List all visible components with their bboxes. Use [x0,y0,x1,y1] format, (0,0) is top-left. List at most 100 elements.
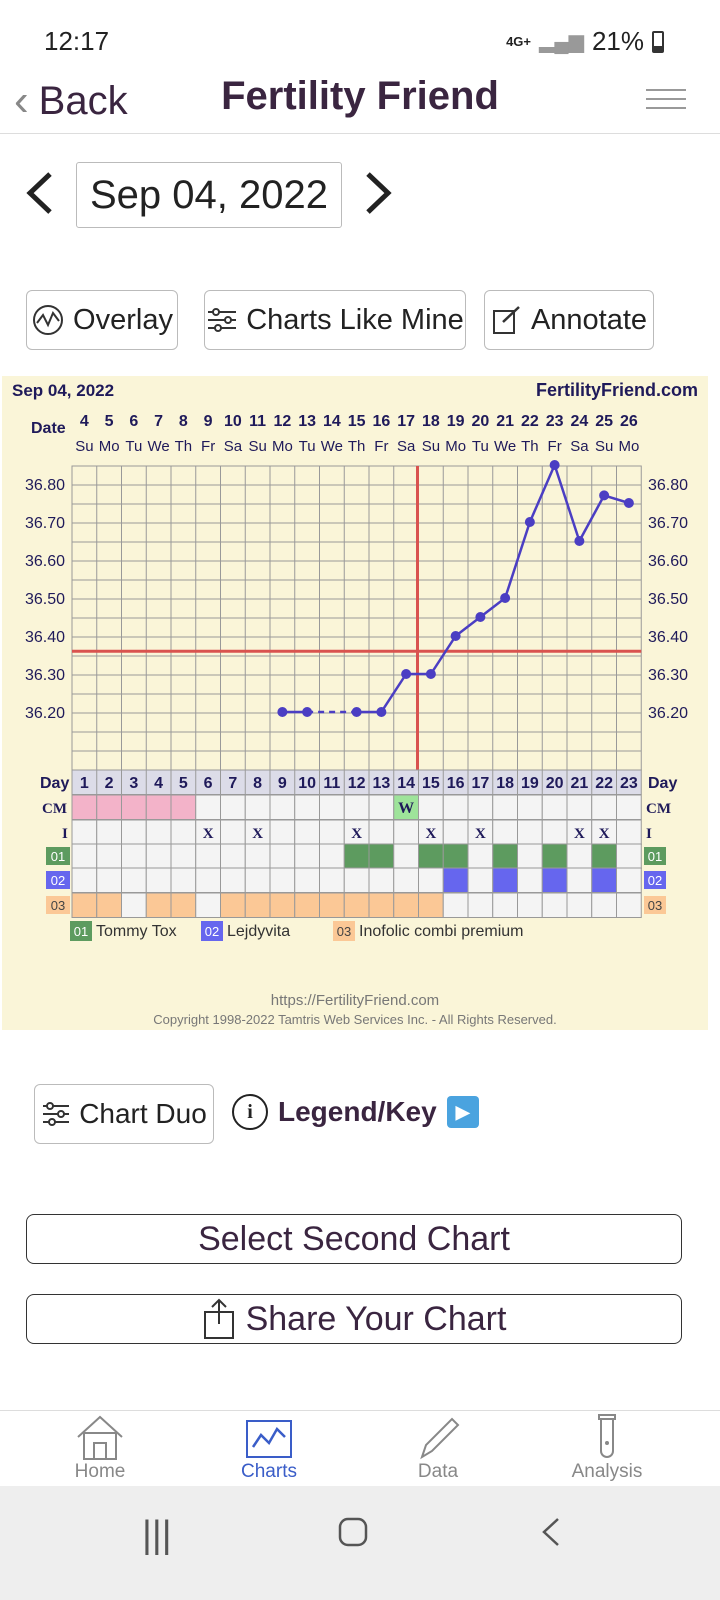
legend-key-link[interactable]: i Legend/Key ▶ [232,1094,479,1130]
annotate-button[interactable]: Annotate [484,290,654,350]
select-second-chart-button[interactable]: Select Second Chart [26,1214,682,1264]
previous-date-button[interactable] [22,168,56,231]
menu-icon[interactable] [646,82,686,116]
day-label-left: Day [40,775,69,792]
date-tick: 11 [249,413,266,430]
date-tick: 17 [397,413,415,430]
custom-cell-01 [269,843,296,869]
recent-apps-icon[interactable]: ||| [142,1514,172,1556]
weekday-tick: Th [348,438,366,455]
temperature-point [425,669,436,679]
custom-cell-01 [319,843,345,869]
fertility-chart[interactable]: Sep 04, 2022 FertilityFriend.com Date 4 5 6 7 8… [2,376,708,1030]
back-label: Back [38,78,128,123]
custom-cell-03 [393,892,419,918]
i-mark: X [599,826,610,842]
temperature-segment [553,464,581,542]
weekday-tick: Fr [201,438,215,455]
i-cell [343,819,370,845]
chart-duo-button[interactable]: Chart Duo [34,1084,214,1144]
custom-cell-03 [294,892,320,918]
day-number: 18 [496,775,514,792]
cm-cell [368,794,395,820]
custom-cell-03 [319,892,345,918]
temperature-point [500,593,511,603]
row-code-left: 02 [51,873,65,888]
temperature-point [450,631,461,641]
nav-analysis[interactable]: Analysis [537,1413,677,1483]
home-circle-icon[interactable] [338,1514,368,1557]
charts-like-mine-button[interactable]: Charts Like Mine [204,290,466,350]
app-title: Fertility Friend [221,74,499,118]
share-icon [203,1298,234,1339]
temperature-point [277,707,288,717]
bottom-navigation: Home Charts Data Analysis [0,1410,720,1486]
day-number: 7 [228,775,237,792]
network-label: 4G+ [506,34,532,49]
system-back-icon[interactable] [540,1514,562,1557]
date-axis-label: Date [31,420,66,437]
overlay-button[interactable]: Overlay [26,290,178,350]
custom-cell-03 [145,892,172,918]
date-field[interactable]: Sep 04, 2022 [76,162,342,228]
custom-cell-02 [269,867,296,893]
date-tick: 4 [80,413,89,430]
cm-cell [418,794,444,820]
custom-cell-02 [467,867,494,893]
back-button[interactable]: ‹ Back [14,76,128,126]
day-number: 15 [422,775,440,792]
chevron-right-icon [366,172,392,214]
weekday-tick: Sa [570,438,589,455]
i-mark: X [351,826,362,842]
day-number: 23 [620,775,638,792]
nav-analysis-label: Analysis [571,1461,643,1482]
nav-charts-label: Charts [241,1461,297,1482]
chevron-left-icon [26,172,52,214]
custom-cell-02 [418,867,444,893]
custom-cell-01 [492,843,518,869]
custom-cell-02 [244,867,271,893]
i-cell [96,819,122,845]
i-mark: X [203,826,214,842]
y-tick-right: 36.40 [648,629,688,646]
cm-cell [121,794,147,820]
custom-cell-03 [492,892,518,918]
custom-cell-01 [121,843,147,869]
battery-icon [652,30,664,53]
day-number: 3 [129,775,138,792]
custom-cell-03 [566,892,593,918]
y-tick-right: 36.50 [648,591,688,608]
temperature-point [401,669,412,679]
y-tick-right: 36.30 [648,667,688,684]
date-tick: 12 [273,413,291,430]
share-chart-button[interactable]: Share Your Chart [26,1294,682,1344]
legend-label: Tommy Tox [96,923,177,940]
temperature-point [549,460,560,470]
i-cell [269,819,296,845]
nav-home[interactable]: Home [30,1413,170,1483]
next-date-button[interactable] [362,168,396,231]
row-code-box-right [644,896,666,914]
date-tick: 6 [129,413,138,430]
custom-cell-02 [121,867,147,893]
temperature-segment [380,673,408,713]
cm-cell [170,794,197,820]
legend-label: Lejdyvita [227,923,290,940]
custom-cell-01 [418,843,444,869]
weekday-tick: Th [175,438,193,455]
weekday-tick: Fr [548,438,562,455]
temperature-point [302,707,313,717]
day-number: 12 [348,775,366,792]
custom-cell-01 [145,843,172,869]
nav-charts[interactable]: Charts [199,1413,339,1483]
cm-cell [492,794,518,820]
overlay-label: Overlay [73,303,173,336]
day-number: 5 [179,775,188,792]
custom-cell-01 [220,843,246,869]
custom-cell-01 [343,843,370,869]
chart-title: Sep 04, 2022 [12,381,114,400]
nav-data-label: Data [417,1461,459,1482]
chart-url[interactable]: https://FertilityFriend.com [270,992,440,1009]
nav-data[interactable]: Data [368,1413,508,1483]
